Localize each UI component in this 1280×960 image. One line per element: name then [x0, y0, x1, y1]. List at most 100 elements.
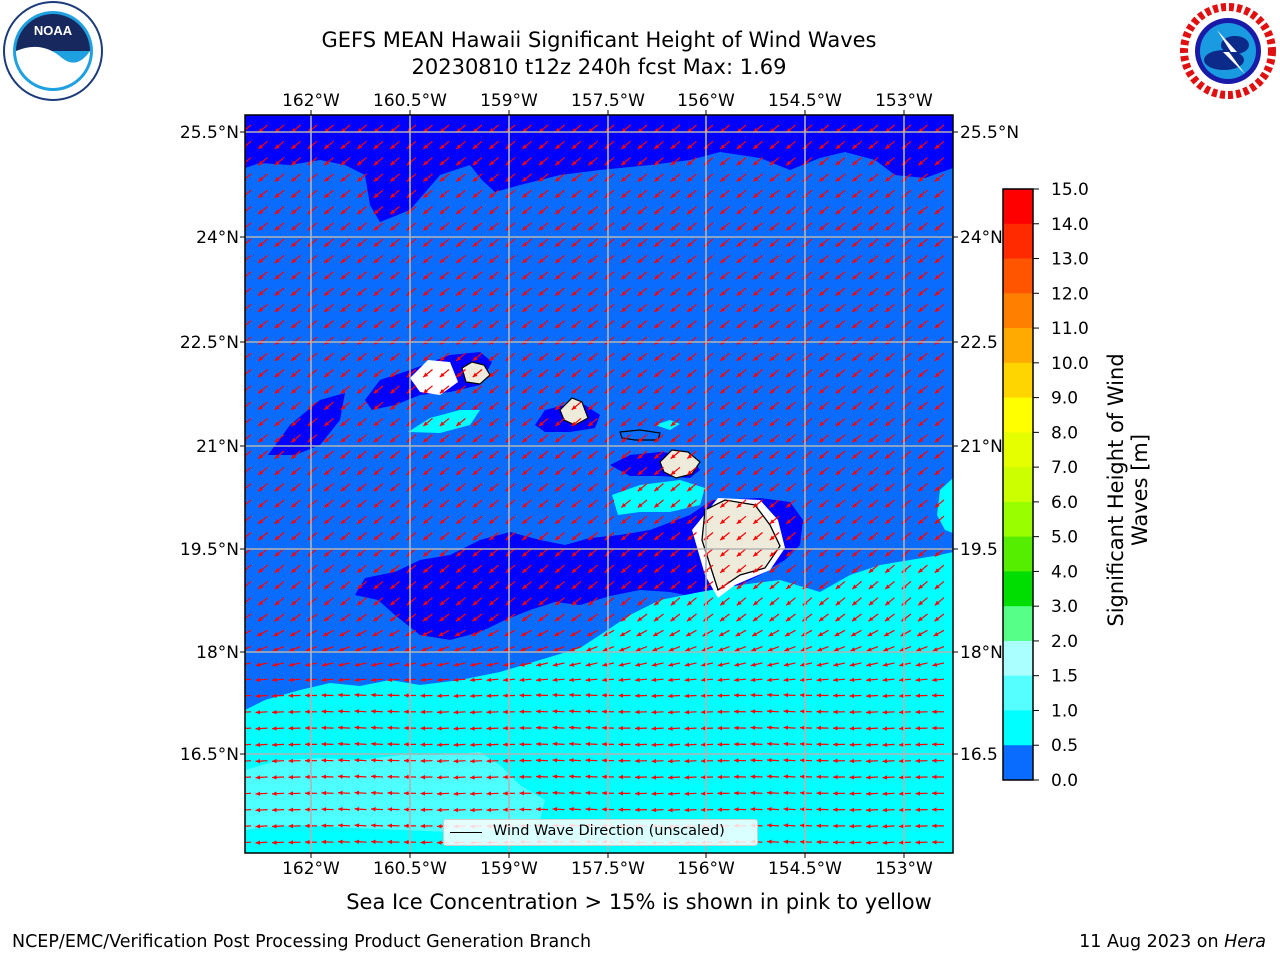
wind-arrow-head [423, 551, 429, 557]
wind-arrow-head [340, 307, 346, 312]
wind-arrow-head [783, 774, 789, 779]
wind-arrow-head [852, 503, 858, 508]
wind-arrow-head [849, 662, 855, 667]
colorbar-segment [1003, 675, 1033, 711]
lon-label-top: 154.5°W [768, 91, 842, 111]
wind-arrow-head [258, 225, 264, 231]
wind-arrow-head [522, 551, 528, 557]
wind-arrow-head [373, 356, 379, 361]
wind-arrow-head [618, 709, 624, 715]
wind-arrow-head [654, 307, 660, 312]
wind-arrow-head [819, 519, 825, 524]
wind-arrow-head [404, 709, 409, 714]
wind-arrow-head [684, 693, 690, 699]
wind-arrow-head [750, 807, 756, 812]
wind-arrow-head [324, 258, 330, 264]
wind-arrow-head [538, 388, 544, 394]
wind-arrow-head [472, 584, 478, 590]
wind-arrow-head [456, 291, 462, 296]
wind-arrow-head [684, 775, 690, 780]
wind-arrow-head [866, 693, 871, 699]
wind-arrow [245, 548, 252, 555]
wind-arrow-head [588, 454, 594, 459]
wind-arrow-head [437, 677, 442, 683]
wind-arrow-head [852, 177, 858, 182]
wind-arrow-head [687, 421, 693, 427]
wind-arrow-head [538, 454, 544, 459]
wind-arrow-head [373, 584, 379, 590]
wind-arrow-head [785, 616, 791, 622]
wind-arrow-head [670, 584, 676, 590]
wind-arrow-head [868, 372, 874, 378]
wind-arrow-head [670, 388, 676, 394]
wind-arrow-head [272, 840, 277, 845]
wind-arrow-head [720, 388, 726, 394]
wind-arrow-head [487, 647, 493, 652]
wind-arrow-head [833, 758, 838, 763]
wind-arrow-head [915, 791, 921, 796]
wind-arrow-head [489, 600, 495, 606]
wind-arrow-head [470, 710, 475, 715]
higher-wave-region-southwest [245, 752, 545, 832]
wind-arrow-head [486, 742, 492, 747]
wind-arrow-head [272, 693, 277, 699]
wind-arrow-head [321, 693, 327, 698]
map-legend: Wind Wave Direction (unscaled) [443, 819, 758, 846]
wind-arrow-head [602, 774, 607, 779]
wind-arrow-head [868, 193, 874, 198]
wind-arrow-head [899, 840, 904, 845]
wind-arrow-head [390, 388, 396, 394]
wind-arrow-head [357, 209, 363, 215]
wind-arrow-head [934, 437, 940, 443]
wind-arrow-head [734, 693, 739, 698]
wind-arrow-head [291, 225, 297, 231]
wind-arrow-head [357, 242, 363, 247]
wind-arrow-head [835, 160, 841, 166]
wind-arrow-head [522, 600, 528, 606]
wind-arrow-head [371, 790, 376, 796]
colorbar-tick-label: 5.0 [1051, 528, 1078, 548]
wind-arrow-head [934, 209, 940, 215]
lat-label-left: 18°N [196, 643, 239, 663]
wind-arrow [245, 254, 252, 262]
wind-arrow-head [387, 741, 393, 747]
wind-arrow-head [289, 647, 295, 652]
wind-arrow-head [786, 470, 792, 475]
wind-arrow-head [717, 742, 723, 747]
wind-arrow-head [918, 193, 924, 198]
wind-arrow-head [354, 741, 360, 747]
wind-arrow-head [274, 225, 280, 231]
wind-arrow-head [852, 454, 858, 459]
wind-arrow-head [852, 470, 858, 475]
wind-arrow-head [439, 551, 445, 557]
wind-arrow-head [769, 421, 775, 427]
wind-arrow-head [239, 775, 244, 779]
wind-arrow-head [472, 486, 478, 492]
wind-arrow-head [701, 742, 706, 747]
wind-arrow-head [918, 307, 924, 312]
wind-arrow-head [519, 693, 525, 698]
wind-arrow-head [373, 470, 379, 475]
wind-arrow-head [291, 454, 297, 459]
wind-arrow-head [668, 647, 674, 652]
wind-arrow-head [720, 486, 726, 492]
wind-arrow-head [439, 356, 445, 361]
wind-arrow-head [602, 662, 608, 667]
wind-arrow-head [752, 632, 758, 637]
wind-arrow-head [536, 741, 541, 747]
wind-arrow-head [354, 790, 360, 796]
wind-arrow-head [390, 600, 396, 606]
wind-arrow-head [819, 437, 825, 443]
wind-arrow-head [357, 470, 363, 475]
wind-arrow-head [420, 775, 426, 780]
wind-arrow-head [684, 677, 690, 683]
wind-arrow-head [472, 209, 478, 215]
wind-arrow-head [816, 774, 822, 780]
wind-arrow-head [288, 775, 294, 780]
wind-arrow-head [423, 193, 429, 198]
wind-arrow-head [852, 535, 858, 541]
wind-arrow-head [934, 503, 940, 508]
wind-arrow-head [571, 225, 577, 231]
wind-arrow-head [635, 647, 641, 652]
